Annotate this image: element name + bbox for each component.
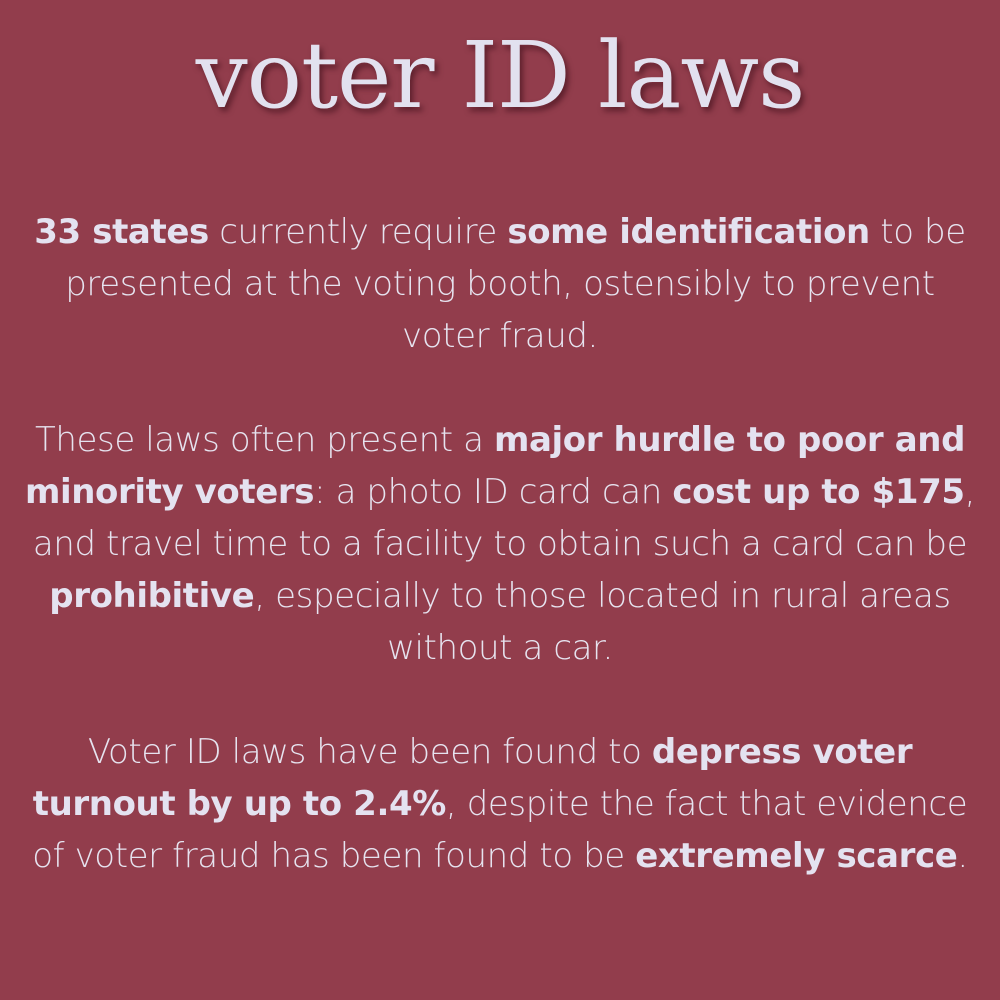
body-text: 33 states currently require some identif… [20,206,980,882]
text-segment: , despite the fact that evidence of vote… [32,784,968,876]
text-segment: These laws often present a [34,420,494,460]
text-segment: , especially to those located in rural a… [254,576,951,668]
highlight-33-states: 33 states [34,212,209,252]
text-segment: Voter ID laws have been found to [87,732,652,772]
text-segment: , and travel time to a facility to obtai… [32,472,976,564]
highlight-some-identification: some identification [507,212,870,252]
highlight-depress-turnout: depress voter turnout by up to 2.4% [32,732,913,824]
paragraph-turnout: Voter ID laws have been found to depress… [20,726,980,882]
highlight-extremely-scarce: extremely scarce [635,836,958,876]
highlight-cost: cost up to $175 [672,472,965,512]
paragraph-states-requirement: 33 states currently require some identif… [20,206,980,362]
text-segment: : a photo ID card can [314,472,673,512]
page-title: voter ID laws [195,22,806,129]
highlight-major-hurdle: major hurdle to poor and minority voters [24,420,966,512]
text-segment: . [957,836,968,876]
highlight-prohibitive: prohibitive [49,576,255,616]
text-segment: currently require [208,212,508,252]
paragraph-hurdles: These laws often present a major hurdle … [20,414,980,674]
text-segment: to be presented at the voting booth, ost… [65,212,966,356]
